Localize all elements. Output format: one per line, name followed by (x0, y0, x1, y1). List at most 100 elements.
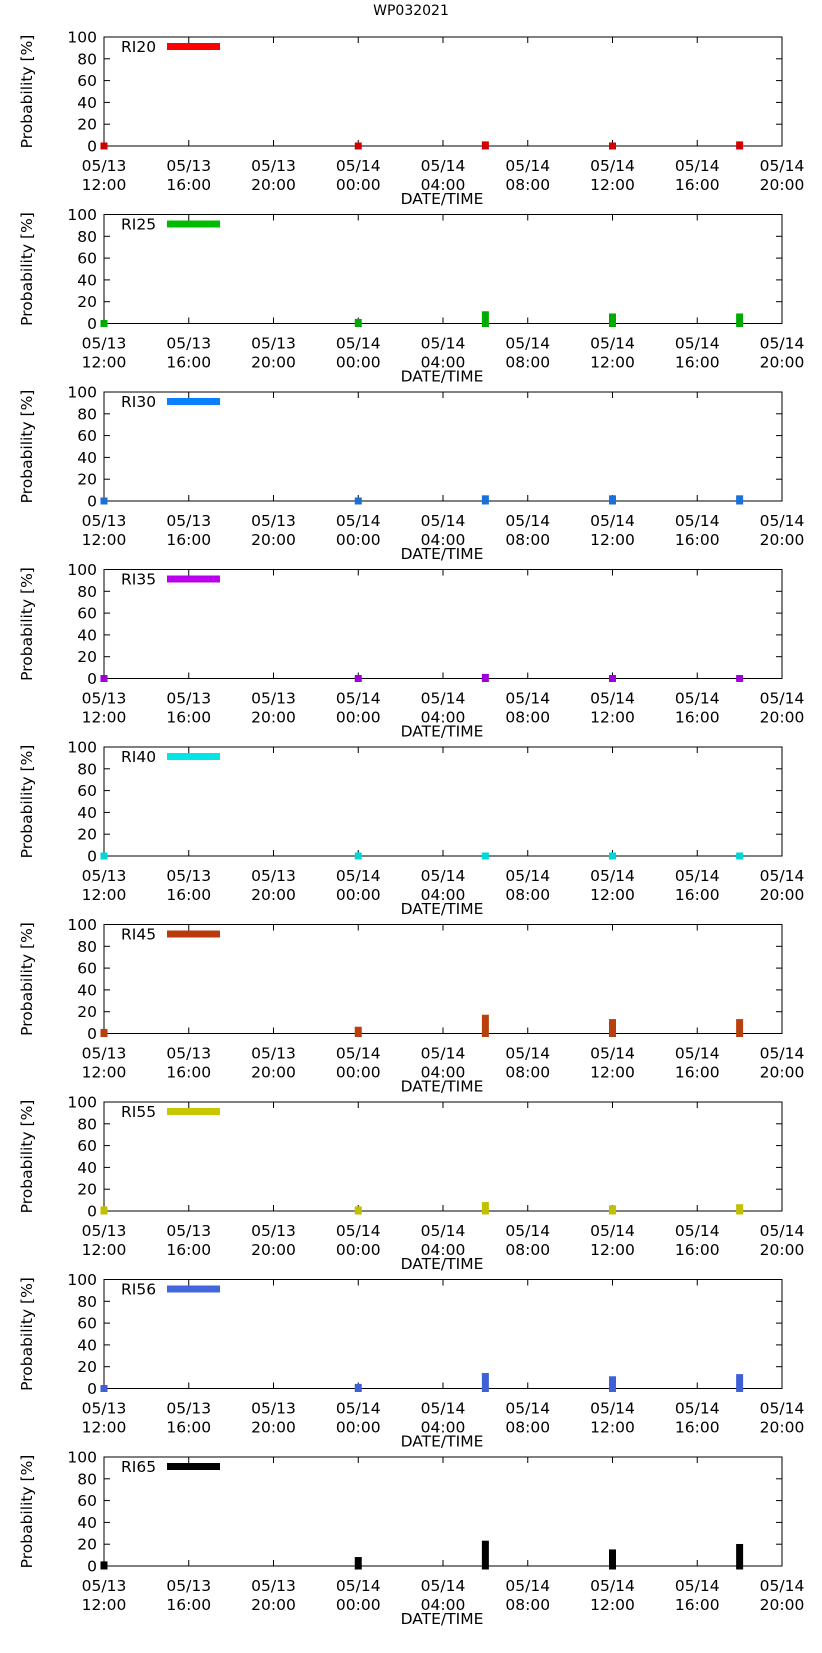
legend-swatch (167, 43, 220, 50)
legend-label: RI25 (121, 216, 156, 234)
y-axis-label: Probability [%] (18, 1100, 36, 1214)
x-tick-date: 05/14 (505, 1222, 550, 1240)
x-tick-date: 05/14 (505, 1577, 550, 1595)
plot-frame (103, 36, 783, 147)
x-tick-date: 05/13 (251, 1577, 296, 1595)
x-tick-date: 05/14 (590, 157, 635, 175)
x-tick-date: 05/14 (590, 335, 635, 353)
x-tick-time: 16:00 (675, 1064, 720, 1082)
x-axis-label: DATE/TIME (401, 1610, 484, 1628)
x-tick-time: 08:00 (505, 531, 550, 549)
data-bar (609, 142, 616, 150)
data-bar (736, 852, 744, 860)
x-tick-date: 05/13 (251, 1222, 296, 1240)
x-tick-date: 05/14 (505, 335, 550, 353)
x-tick-date: 05/14 (421, 690, 466, 708)
y-tick-label: 20 (77, 1358, 97, 1376)
x-tick-time: 00:00 (336, 1419, 381, 1437)
data-bar (609, 852, 616, 860)
x-tick-date: 05/13 (166, 1222, 211, 1240)
y-tick-label: 100 (67, 206, 97, 224)
x-tick-time: 20:00 (760, 176, 805, 194)
data-bar (609, 675, 616, 682)
x-tick-time: 04:00 (421, 886, 466, 904)
y-tick-label: 0 (87, 315, 97, 333)
x-tick-time: 04:00 (421, 1064, 466, 1082)
data-bar (354, 318, 362, 327)
plot-frame (103, 214, 783, 324)
x-tick-date: 05/13 (166, 690, 211, 708)
chart-panel-ri25: 02040608010005/1312:0005/1316:0005/1320:… (18, 206, 804, 386)
x-axis-label: DATE/TIME (401, 900, 484, 918)
x-tick-time: 12:00 (82, 1241, 127, 1259)
data-bar (481, 1540, 489, 1570)
y-tick-label: 100 (67, 1094, 97, 1112)
x-tick-time: 20:00 (760, 354, 805, 372)
y-tick-label: 100 (67, 384, 97, 402)
x-tick-date: 05/14 (505, 867, 550, 885)
data-bar (100, 320, 108, 327)
plot-frame (103, 391, 783, 502)
data-bar (100, 1206, 108, 1215)
x-tick-time: 00:00 (336, 709, 381, 727)
y-tick-label: 40 (77, 271, 97, 289)
x-tick-time: 00:00 (336, 886, 381, 904)
x-tick-date: 05/13 (166, 335, 211, 353)
x-tick-date: 05/14 (421, 1400, 466, 1418)
y-tick-label: 100 (67, 1271, 97, 1289)
data-bar (100, 1028, 108, 1037)
x-tick-date: 05/14 (505, 1045, 550, 1063)
data-bar (736, 313, 744, 327)
x-tick-time: 08:00 (505, 1596, 550, 1614)
y-tick-label: 80 (77, 583, 97, 601)
y-tick-label: 100 (67, 739, 97, 757)
x-axis-label: DATE/TIME (401, 368, 484, 386)
data-bar (481, 673, 489, 682)
x-tick-time: 12:00 (590, 176, 635, 194)
x-tick-time: 08:00 (505, 709, 550, 727)
x-tick-date: 05/14 (421, 335, 466, 353)
y-axis-label: Probability [%] (18, 922, 36, 1036)
data-bar (736, 141, 744, 150)
x-tick-time: 08:00 (505, 1064, 550, 1082)
x-tick-date: 05/13 (251, 1400, 296, 1418)
y-tick-label: 60 (77, 427, 97, 445)
y-axis-label: Probability [%] (18, 567, 36, 681)
y-axis-label: Probability [%] (18, 1277, 36, 1391)
data-bar (609, 313, 616, 327)
chart-panel-ri65: 02040608010005/1312:0005/1316:0005/1320:… (18, 1449, 804, 1629)
y-tick-label: 20 (77, 648, 97, 666)
data-bar (481, 852, 489, 860)
x-tick-time: 12:00 (590, 709, 635, 727)
y-tick-label: 40 (77, 981, 97, 999)
chart-panel-ri45: 02040608010005/1312:0005/1316:0005/1320:… (18, 916, 804, 1096)
plot-frame (103, 746, 783, 857)
y-tick-label: 100 (67, 1449, 97, 1467)
x-tick-time: 20:00 (251, 1064, 296, 1082)
y-tick-label: 80 (77, 938, 97, 956)
data-bar (354, 1557, 362, 1570)
data-bar (354, 497, 362, 505)
x-tick-date: 05/14 (421, 512, 466, 530)
y-tick-label: 60 (77, 605, 97, 623)
x-tick-time: 16:00 (675, 354, 720, 372)
x-tick-time: 16:00 (675, 1419, 720, 1437)
x-tick-time: 16:00 (166, 1241, 211, 1259)
x-tick-time: 08:00 (505, 1241, 550, 1259)
x-tick-time: 20:00 (251, 1241, 296, 1259)
x-tick-time: 20:00 (760, 1241, 805, 1259)
data-bar (354, 142, 362, 150)
x-tick-time: 16:00 (675, 1596, 720, 1614)
y-tick-label: 100 (67, 916, 97, 934)
x-tick-date: 05/13 (82, 690, 127, 708)
x-tick-time: 20:00 (251, 1419, 296, 1437)
chart-panel-ri56: 02040608010005/1312:0005/1316:0005/1320:… (18, 1271, 804, 1451)
y-tick-label: 60 (77, 782, 97, 800)
y-tick-label: 60 (77, 250, 97, 268)
x-tick-time: 04:00 (421, 709, 466, 727)
chart-panel-ri30: 02040608010005/1312:0005/1316:0005/1320:… (18, 384, 804, 564)
y-tick-label: 60 (77, 1315, 97, 1333)
x-tick-time: 20:00 (760, 1596, 805, 1614)
y-tick-label: 20 (77, 116, 97, 134)
data-bar (609, 1549, 616, 1570)
